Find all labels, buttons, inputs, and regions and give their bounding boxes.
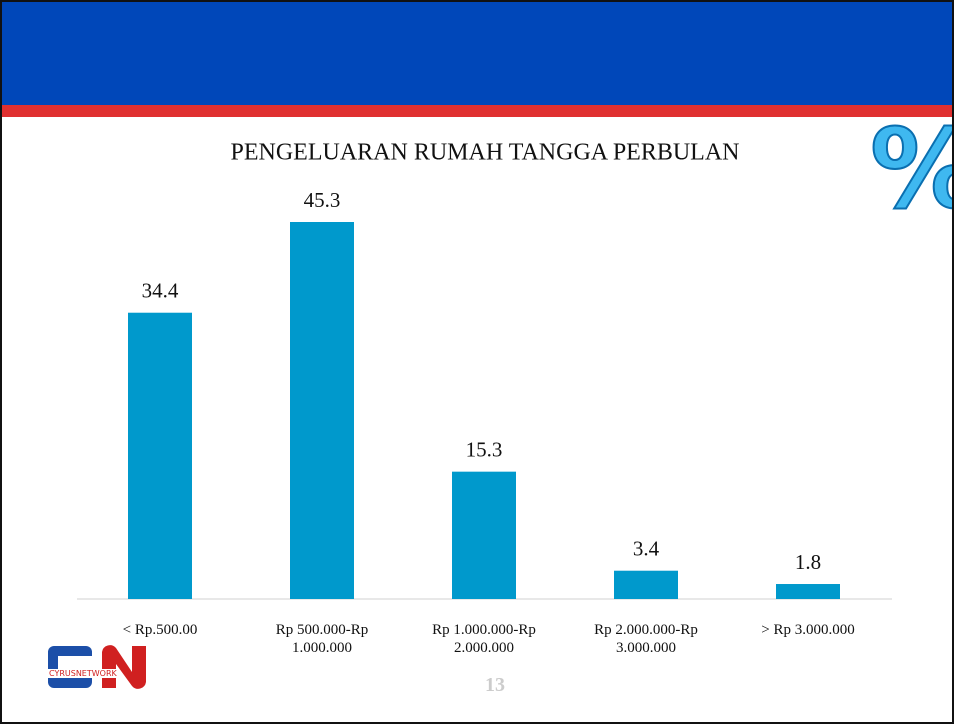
x-tick-label: Rp 500.000-Rp 1.000.000 [275,622,369,656]
bar [128,312,192,599]
header-band [2,2,952,105]
bar [614,570,678,599]
percent-graphic: % [869,113,952,225]
x-tick-label: > Rp 3.000.000 [761,622,855,638]
x-tick-label: < Rp.500.00 [122,622,198,638]
logo [48,645,146,689]
data-label: 15.3 [466,437,503,461]
data-label: 45.3 [304,188,341,212]
bar [452,471,516,599]
data-label: 3.4 [633,537,660,561]
bar [776,584,840,599]
bar [290,222,354,599]
header-stripe [2,105,952,117]
x-tick-label: Rp 2.000.000-Rp 3.000.000 [594,622,698,656]
page-number: 13 [485,674,505,696]
data-label: 1.8 [795,550,821,574]
data-label: 34.4 [142,279,179,303]
logo-text: CYRUSNETWORK [48,669,118,678]
chart-title: PENGELUARAN RUMAH TANGGA PERBULAN [231,140,740,166]
x-tick-label: Rp 1.000.000-Rp 2.000.000 [432,622,536,656]
